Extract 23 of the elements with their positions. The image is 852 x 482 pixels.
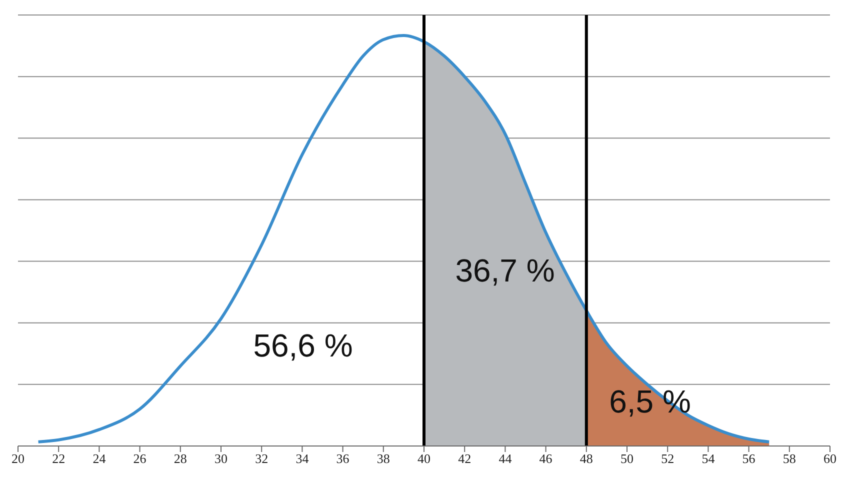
x-tick-label: 22 bbox=[52, 451, 66, 466]
x-tick-label: 28 bbox=[174, 451, 187, 466]
x-tick-label: 32 bbox=[255, 451, 268, 466]
x-tick-label: 42 bbox=[458, 451, 472, 466]
x-tick-label: 50 bbox=[620, 451, 634, 466]
x-tick-label: 34 bbox=[296, 451, 310, 466]
x-tick-label: 58 bbox=[782, 451, 796, 466]
x-tick-label: 44 bbox=[498, 451, 512, 466]
x-tick-label: 56 bbox=[742, 451, 756, 466]
annotation: 36,7 % bbox=[455, 252, 555, 290]
x-tick-label: 52 bbox=[661, 451, 674, 466]
x-tick-label: 38 bbox=[376, 451, 390, 466]
x-tick-label: 30 bbox=[214, 451, 228, 466]
x-tick-label: 36 bbox=[336, 451, 350, 466]
x-tick-label: 20 bbox=[12, 451, 24, 466]
x-tick-label: 40 bbox=[418, 451, 430, 466]
x-tick-label: 60 bbox=[824, 451, 836, 466]
x-tick-label: 26 bbox=[133, 451, 147, 466]
x-tick-label: 48 bbox=[580, 451, 593, 466]
annotation: 56,6 % bbox=[253, 328, 353, 364]
x-tick-label: 46 bbox=[539, 451, 553, 466]
x-tick-label: 54 bbox=[702, 451, 716, 466]
x-tick-label: 24 bbox=[92, 451, 106, 466]
